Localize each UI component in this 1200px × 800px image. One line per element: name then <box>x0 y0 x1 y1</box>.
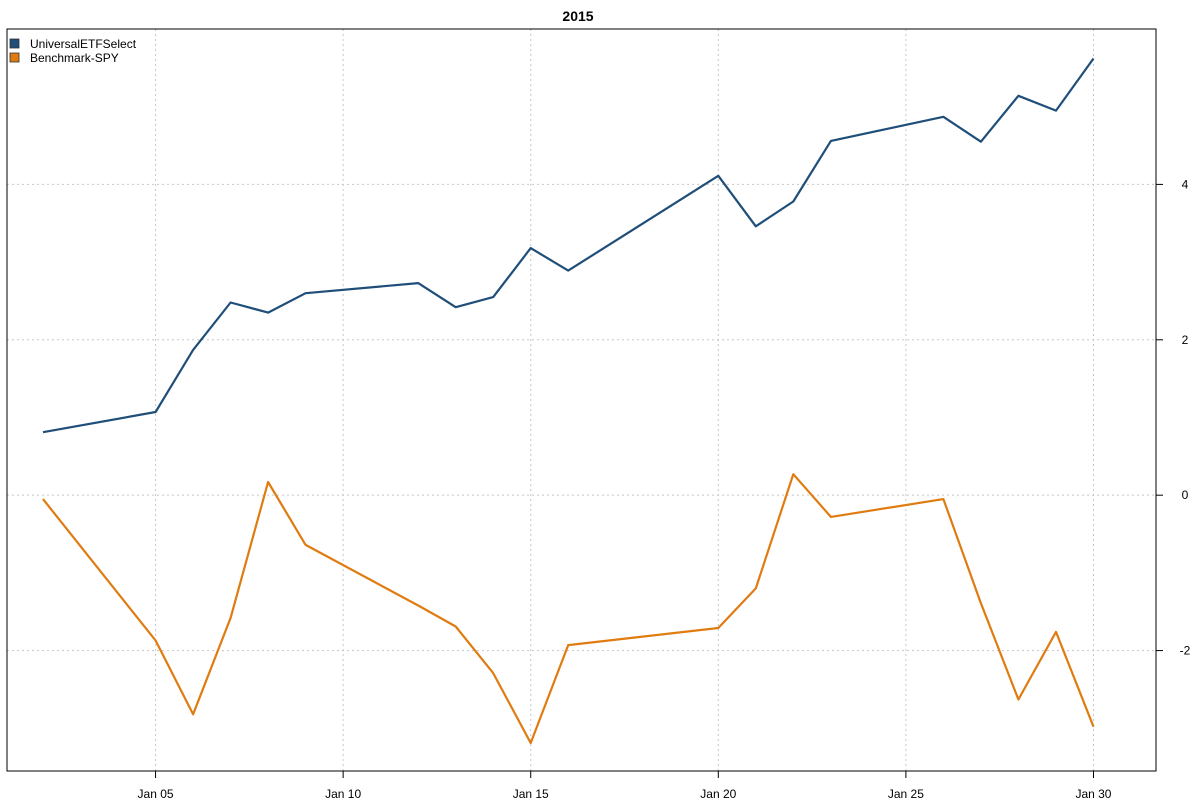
legend-label: UniversalETFSelect <box>30 37 137 51</box>
axes: Jan 05 Jan 10 Jan 15 Jan 20 Jan 25 Jan 30 -2 0 2… <box>138 177 1191 800</box>
x-tick-label: Jan 05 <box>138 787 174 800</box>
x-tick-label: Jan 20 <box>700 787 736 800</box>
y-tick-label: 2 <box>1182 333 1189 347</box>
x-tick-label: Jan 25 <box>888 787 924 800</box>
legend-swatch <box>9 38 20 49</box>
x-tick-label: Jan 15 <box>513 787 549 800</box>
y-tick-label: 4 <box>1182 177 1189 191</box>
legend-label: Benchmark-SPY <box>30 51 119 65</box>
grid-lines <box>7 29 1156 771</box>
y-tick-label: -2 <box>1180 644 1191 658</box>
series-lines <box>42 57 1095 745</box>
y-tick-label: 0 <box>1182 488 1189 502</box>
plot-frame <box>6 28 1157 772</box>
chart-title: 2015 <box>562 8 593 24</box>
legend-swatch <box>9 52 20 63</box>
series-line-benchmark-spy <box>42 473 1095 745</box>
x-tick-label: Jan 10 <box>325 787 361 800</box>
x-tick-label: Jan 30 <box>1075 787 1111 800</box>
series-line-universaletfselect <box>42 57 1095 434</box>
